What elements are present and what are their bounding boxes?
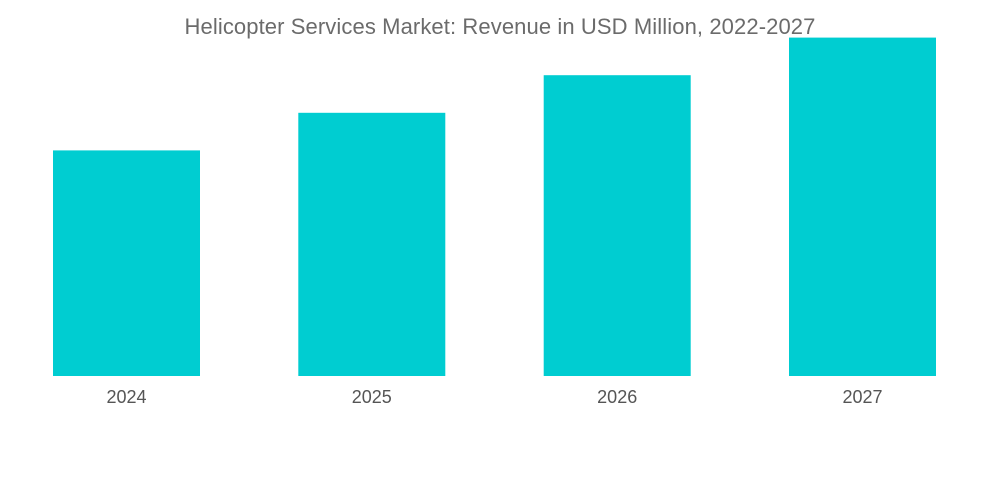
bar-2025 bbox=[298, 112, 446, 377]
bars-group bbox=[53, 37, 936, 377]
x-tick-label-2025: 2025 bbox=[352, 387, 392, 407]
x-tick-label-2027: 2027 bbox=[842, 387, 882, 407]
x-tick-label-2024: 2024 bbox=[106, 387, 146, 407]
x-tick-label-2026: 2026 bbox=[597, 387, 637, 407]
x-tick-labels-group: 2024 2025 2026 2027 bbox=[106, 387, 882, 407]
chart-title: Helicopter Services Market: Revenue in U… bbox=[184, 14, 816, 39]
bar-2027 bbox=[789, 37, 936, 376]
bar-2026 bbox=[543, 75, 691, 376]
bar-2024 bbox=[53, 150, 200, 376]
